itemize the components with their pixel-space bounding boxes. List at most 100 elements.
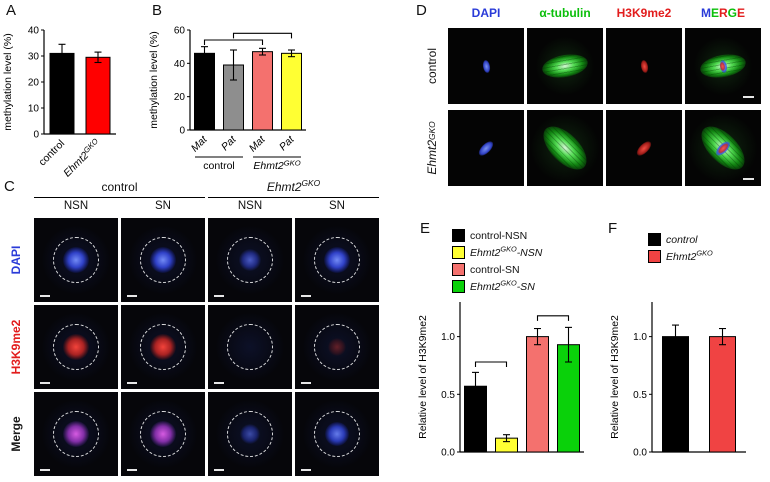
c-group-header: control [34,180,205,198]
y-axis-label: Relative level of H3K9me2 [609,315,621,439]
dashed-outline [140,324,186,370]
dashed-outline [53,411,99,457]
y-tick-label: 20 [28,78,40,89]
y-axis-label: methylation level (%) [2,33,14,130]
scale-bar [214,382,224,384]
scale-bar [301,295,311,297]
y-tick-label: 0.5 [441,390,455,401]
c-row-label-h3k9me2: H3K9me2 [9,319,23,375]
legend-swatch [648,233,661,246]
dashed-outline [314,237,360,283]
dashed-outline [53,324,99,370]
legend-item: Ehmt2GKO-NSN [452,245,542,260]
d-row-label-control: control [425,47,439,85]
d-col-header-2: H3K9me2 [616,6,672,20]
y-tick-label: 20 [174,92,186,103]
c-row-label-merge: Merge [9,416,23,452]
chromosomes-h3k9me2 [639,58,649,74]
legend-item: control-SN [452,262,542,277]
d-col-header-1: α-tubulin [539,6,591,20]
y-tick-label: 0.0 [633,448,647,459]
legend-label: Ehmt2GKO-NSN [470,244,543,259]
y-tick-label: 30 [28,52,40,63]
dashed-outline [314,324,360,370]
d-col-header-0: DAPI [471,6,501,20]
panel-label-e: E [420,220,431,237]
chromosomes-dapi [476,138,496,158]
panel-label-c: C [4,178,15,195]
dashed-outline [140,411,186,457]
bar-3 [281,52,302,131]
y-tick-label: 1.0 [633,332,647,343]
y-tick-label: 60 [174,26,186,37]
chromosomes-h3k9me2 [634,138,654,158]
dashed-outline [314,411,360,457]
chart-f-h3k9me2: 0.0 0.5 1.0 Relative level of H3K9me2 [609,302,746,459]
legend-item: Ehmt2GKO [648,249,713,264]
micrograph-c-dapi-col0 [34,218,118,302]
nucleus-signal [63,247,89,273]
bar-0 [662,336,689,453]
legend-item: control-NSN [452,228,542,243]
legend-swatch [452,280,465,293]
legend-swatch [452,263,465,276]
x-category-label: Ehmt2GKO [60,137,103,180]
legend-label: control-NSN [470,229,528,242]
y-tick-label: 40 [28,26,40,37]
merge-letter: E [710,6,719,20]
scale-bar [214,469,224,471]
legend-label: Ehmt2GKO [666,248,713,263]
micrograph-d-control-col2 [606,28,682,104]
legend-swatch [648,250,661,263]
x-category-label: control [36,138,67,169]
scale-bar [743,178,754,180]
significance-bracket [536,315,570,321]
y-tick-label: 0.0 [441,448,455,459]
merge-letter: M [700,6,711,20]
scale-bar [127,295,137,297]
significance-bracket [203,39,264,45]
micrograph-c-h3k9me2-col3 [295,305,379,389]
scale-bar [40,469,50,471]
micrograph-c-merge-col1 [121,392,205,476]
chart-a-methylation: 0 10 20 30 40 methylation level (%) controlEhm… [2,26,116,180]
nucleus-signal [63,421,89,447]
dashed-outline [53,237,99,283]
y-tick-label: 1.0 [441,332,455,343]
panel-label-d: D [416,2,427,19]
nucleus-signal [324,247,350,273]
scale-bar [214,295,224,297]
c-col-header-nsn-0: NSN [63,200,89,212]
micrograph-c-merge-col3 [295,392,379,476]
nucleus-signal [63,334,89,360]
legend-e: control-NSN Ehmt2GKO-NSN control-SN Ehmt2GK… [452,228,542,294]
legend-label: control [666,233,698,246]
micrograph-d-ehmt2gko-col1 [527,110,603,186]
c-row-label-dapi: DAPI [9,245,23,275]
micrograph-c-merge-col0 [34,392,118,476]
scale-bar [301,382,311,384]
bar-1 [709,336,736,453]
nucleus-signal [150,334,176,360]
merge-letter: E [737,6,746,20]
c-group-header: Ehmt2GKO [208,179,379,198]
micrograph-c-h3k9me2-col0 [34,305,118,389]
dashed-outline [227,411,273,457]
group-label: Ehmt2GKO [253,159,300,173]
micrograph-c-h3k9me2-col1 [121,305,205,389]
nucleus-signal [328,338,346,356]
panel-label-b: B [152,2,163,19]
chart-e-h3k9me2: 0.0 0.5 1.0 Relative level of H3K9me2 [417,302,584,459]
legend-label: Ehmt2GKO-SN [470,278,535,293]
scale-bar [127,382,137,384]
panel-label-f: F [608,220,618,237]
micrograph-c-dapi-col1 [121,218,205,302]
y-axis-label: methylation level (%) [148,31,160,128]
y-axis-label: Relative level of H3K9me2 [417,315,429,439]
nucleus-signal [150,421,176,447]
scale-bar [743,96,754,98]
x-category-label: Mat [247,133,269,155]
y-tick-label: 0 [179,126,185,137]
bar-2 [526,336,549,453]
